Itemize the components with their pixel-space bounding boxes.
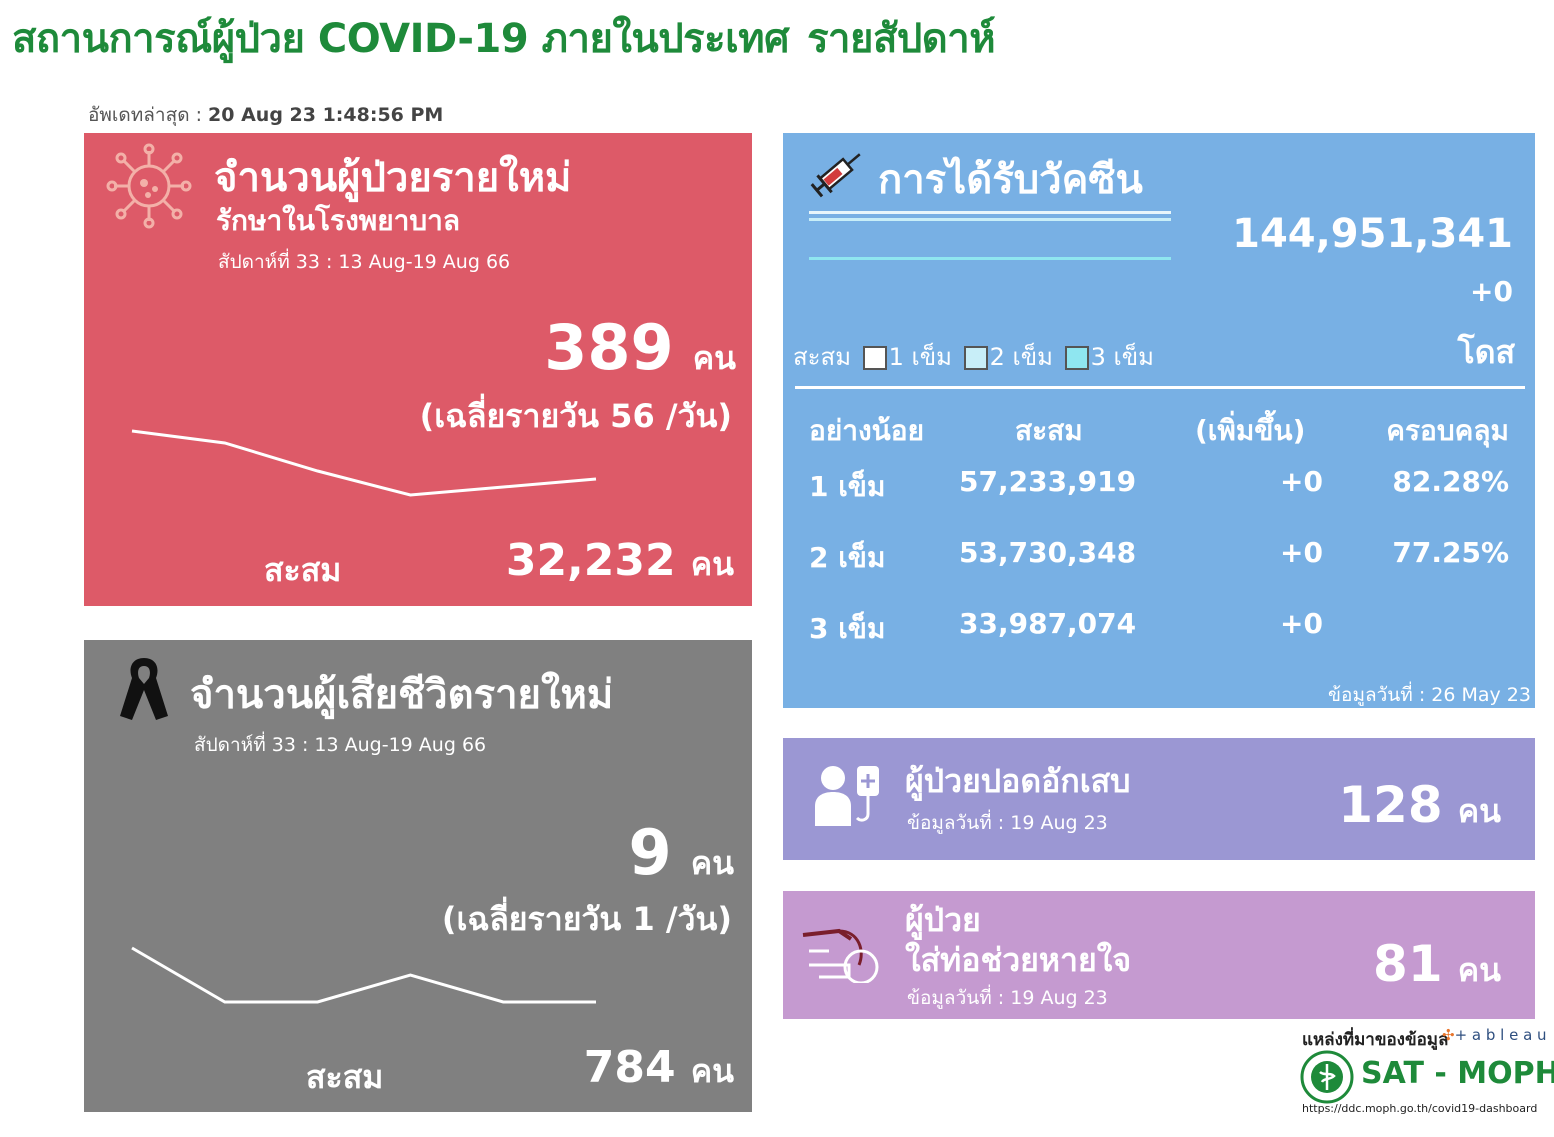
vaccine-progress-dose2 [809,218,1171,221]
ventilator-unit: คน [1457,951,1501,989]
deaths-card[interactable]: จำนวนผู้เสียชีวิตรายใหม่ สัปดาห์ที่ 33 :… [84,640,752,1112]
deaths-cum-value: 784 [583,1042,676,1093]
vaccine-row1-cov: 82.28% [1392,465,1509,498]
page-title-weekly: รายสัปดาห์ [807,16,996,62]
new-cases-cum-value: 32,232 [505,535,676,586]
pneumonia-value-row: 128 คน [1338,776,1501,837]
source-url[interactable]: https://ddc.moph.go.th/covid19-dashboard [1302,1102,1538,1115]
deaths-cum-row: 784 คน [584,1042,734,1097]
vaccine-progress-dose1 [809,211,1171,214]
pneumonia-data-date: ข้อมูลวันที่ : 19 Aug 23 [907,812,1108,834]
vaccine-col-cov: ครอบคลุม [1386,414,1509,447]
new-cases-avg: (เฉลี่ยรายวัน 56 /วัน) [419,397,732,435]
new-cases-value: 389 [544,311,674,384]
new-cases-cum-label: สะสม [264,551,342,589]
vaccine-row3-dose: 3 เข็ม [809,612,886,645]
last-updated-value: 20 Aug 23 1:48:56 PM [208,104,444,126]
new-cases-cum-row: 32,232 คน [506,535,734,590]
legend-dose1: 1 เข็ม [888,343,952,371]
vaccine-total: 144,951,341 [1232,211,1513,257]
vaccine-row1-inc: +0 [1280,465,1323,498]
deaths-avg: (เฉลี่ยรายวัน 1 /วัน) [441,900,732,938]
ventilator-value-row: 81 คน [1373,935,1501,996]
patient-iv-icon [815,766,879,826]
tableau-logo: ✣+ a b l e a u [1442,1026,1547,1044]
vaccine-card[interactable]: การได้รับวัคซีน 144,951,341 +0 โดส สะสม … [783,133,1535,708]
deaths-cum-label: สะสม [306,1058,384,1096]
vaccine-col-inc: (เพิ่มขึ้น) [1195,414,1306,447]
ventilator-title-1: ผู้ป่วย [905,901,981,939]
last-updated: อัพเดทล่าสุด : 20 Aug 23 1:48:56 PM [88,104,444,126]
vaccine-col-cum: สะสม [1015,414,1083,447]
deaths-unit: คน [690,844,734,882]
intubation-icon [802,928,879,983]
vaccine-row3-cum: 33,987,074 [959,607,1137,640]
vaccine-col-min: อย่างน้อย [809,414,924,447]
vaccine-row2-inc: +0 [1280,536,1323,569]
legend-swatch-dose3 [1064,346,1089,370]
pneumonia-card[interactable]: ผู้ป่วยปอดอักเสบ ข้อมูลวันที่ : 19 Aug 2… [783,738,1535,860]
vaccine-row2-cum: 53,730,348 [959,536,1137,569]
syringe-icon [810,153,861,198]
source-label: แหล่งที่มาของข้อมูล [1302,1030,1449,1050]
deaths-value-row: 9 คน [628,816,734,889]
deaths-week: สัปดาห์ที่ 33 : 13 Aug-19 Aug 66 [194,734,487,756]
pneumonia-title: ผู้ป่วยปอดอักเสบ [905,762,1131,800]
legend-dose2: 2 เข็ม [989,343,1053,371]
vaccine-progress-dose3 [809,257,1171,260]
legend-label: สะสม [793,343,852,371]
tableau-mark-icon: ✣ [1442,1026,1455,1044]
moph-seal-icon [1300,1050,1354,1104]
vaccine-legend: สะสม 1 เข็ม 2 เข็ม 3 เข็ม [793,337,1154,376]
pneumonia-value: 128 [1338,776,1443,834]
org-name: SAT - MOPH [1361,1056,1554,1091]
vaccine-row2-dose: 2 เข็ม [809,541,886,574]
ventilator-data-date: ข้อมูลวันที่ : 19 Aug 23 [907,987,1108,1009]
vaccine-divider [795,386,1525,389]
mourning-ribbon-icon [120,658,168,720]
vaccine-row2-cov: 77.25% [1392,536,1509,569]
new-cases-unit: คน [692,339,736,377]
deaths-value: 9 [628,816,672,889]
virus-icon [106,143,192,229]
deaths-trend [131,946,596,1004]
new-cases-week: สัปดาห์ที่ 33 : 13 Aug-19 Aug 66 [218,251,511,273]
legend-swatch-dose2 [963,346,988,370]
vaccine-total-change: +0 [1470,275,1513,308]
vaccine-title: การได้รับวัคซีน [878,157,1143,203]
new-cases-card[interactable]: จำนวนผู้ป่วยรายใหม่ รักษาในโรงพยาบาล สัป… [84,133,752,606]
vaccine-data-date: ข้อมูลวันที่ : 26 May 23 [1328,684,1531,706]
new-cases-trend [131,429,597,497]
ventilator-title-2: ใส่ท่อช่วยหายใจ [905,941,1132,979]
ventilator-value: 81 [1373,935,1443,993]
vaccine-row1-dose: 1 เข็ม [809,470,886,503]
vaccine-row3-inc: +0 [1280,607,1323,640]
new-cases-value-row: 389 คน [544,311,736,384]
deaths-title: จำนวนผู้เสียชีวิตรายใหม่ [190,672,614,718]
vaccine-dose-unit: โดส [1457,333,1516,371]
ventilator-card[interactable]: ผู้ป่วย ใส่ท่อช่วยหายใจ ข้อมูลวันที่ : 1… [783,891,1535,1019]
new-cases-subtitle: รักษาในโรงพยาบาล [216,204,460,237]
legend-swatch-dose1 [862,346,887,370]
deaths-cum-unit: คน [690,1052,734,1090]
new-cases-cum-unit: คน [690,545,734,583]
new-cases-title: จำนวนผู้ป่วยรายใหม่ [214,155,572,201]
page-title: สถานการณ์ผู้ป่วย COVID-19 ภายในประเทศ ราย… [12,16,996,62]
vaccine-row1-cum: 57,233,919 [959,465,1137,498]
legend-dose3: 3 เข็ม [1090,343,1154,371]
pneumonia-unit: คน [1457,792,1501,830]
